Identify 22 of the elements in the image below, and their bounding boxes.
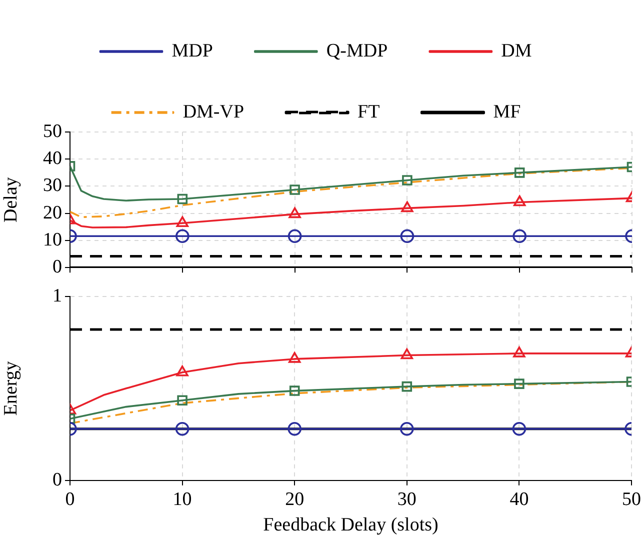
- legend-label: DM: [501, 40, 532, 62]
- y-tick-label: 0: [52, 469, 62, 490]
- x-tick-label: 50: [622, 488, 641, 510]
- y-axis-title: Energy: [0, 360, 22, 416]
- legend-label: MF: [493, 101, 521, 122]
- x-axis-title: Feedback Delay (slots): [263, 514, 438, 536]
- x-tick-label: 10: [172, 488, 192, 510]
- legend-label: Q-MDP: [326, 40, 388, 62]
- y-tick-label: 1: [52, 285, 62, 306]
- y-tick-label: 50: [43, 120, 62, 142]
- legend-label: FT: [358, 101, 380, 122]
- y-tick-label: 0: [52, 256, 62, 278]
- y-tick-label: 20: [43, 202, 62, 224]
- y-axis-title: Delay: [0, 176, 22, 222]
- x-tick-label: 30: [397, 488, 416, 510]
- y-tick-label: 10: [43, 229, 62, 250]
- x-tick-label: 20: [285, 488, 304, 510]
- y-tick-label: 40: [43, 148, 62, 170]
- y-tick-label: 30: [43, 175, 62, 196]
- x-tick-label: 40: [510, 488, 529, 510]
- legend-label: DM-VP: [182, 101, 244, 122]
- legend-label: MDP: [172, 40, 213, 62]
